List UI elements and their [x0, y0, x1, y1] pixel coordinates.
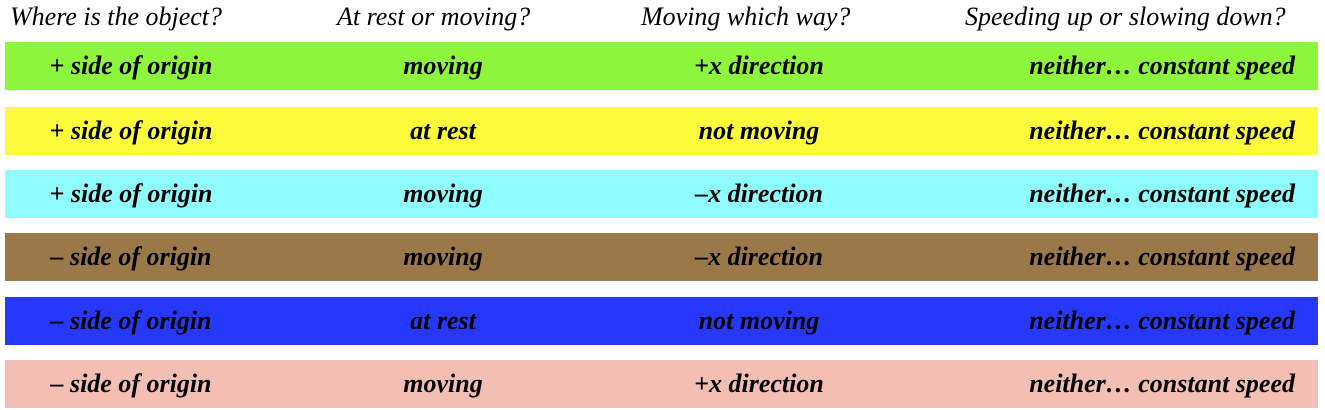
table-row: + side of origin at rest not moving neit… [5, 107, 1318, 155]
cell-location: – side of origin [50, 369, 212, 398]
cell-rest-or-moving: moving [403, 179, 483, 208]
table-row: – side of origin at rest not moving neit… [5, 297, 1318, 345]
cell-direction: –x direction [695, 179, 823, 208]
cell-direction: +x direction [694, 51, 824, 80]
header-location: Where is the object? [10, 2, 223, 31]
cell-direction: not moving [698, 306, 820, 335]
table-row: + side of origin moving –x direction nei… [5, 170, 1318, 218]
cell-direction: +x direction [694, 369, 824, 398]
cell-rest-or-moving: at rest [410, 116, 476, 145]
cell-rest-or-moving: moving [403, 242, 483, 271]
cell-location: + side of origin [49, 51, 213, 80]
cell-location: + side of origin [49, 116, 213, 145]
header-direction: Moving which way? [641, 2, 851, 31]
header-speed-change: Speeding up or slowing down? [965, 2, 1286, 31]
cell-speed-change: neither… constant speed [1029, 116, 1295, 145]
cell-speed-change: neither… constant speed [1029, 51, 1295, 80]
cell-speed-change: neither… constant speed [1029, 306, 1295, 335]
header-rest-or-moving: At rest or moving? [337, 2, 531, 31]
table-row: – side of origin moving –x direction nei… [5, 233, 1318, 281]
table-row: – side of origin moving +x direction nei… [5, 360, 1318, 408]
cell-speed-change: neither… constant speed [1029, 179, 1295, 208]
cell-location: – side of origin [50, 242, 212, 271]
cell-rest-or-moving: moving [403, 51, 483, 80]
cell-speed-change: neither… constant speed [1029, 369, 1295, 398]
cell-rest-or-moving: at rest [410, 306, 476, 335]
table-header: Where is the object? At rest or moving? … [0, 0, 1325, 36]
cell-speed-change: neither… constant speed [1029, 242, 1295, 271]
cell-direction: not moving [698, 116, 820, 145]
table-row: + side of origin moving +x direction nei… [5, 42, 1318, 90]
cell-rest-or-moving: moving [403, 369, 483, 398]
cell-location: – side of origin [50, 306, 212, 335]
cell-location: + side of origin [49, 179, 213, 208]
cell-direction: –x direction [695, 242, 823, 271]
